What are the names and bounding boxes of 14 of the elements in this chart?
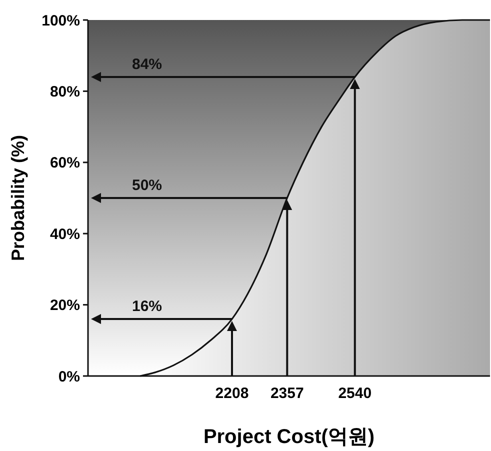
x-axis-title: Project Cost(억원)	[203, 426, 375, 448]
y-axis-title: Probability (%)	[8, 134, 28, 262]
y-tick-label: 40%	[50, 226, 80, 243]
y-tick-label: 80%	[50, 83, 80, 100]
y-tick-label: 60%	[50, 154, 80, 172]
x-tick-label: 2208	[215, 385, 249, 402]
ref-line-label: 16%	[132, 298, 162, 316]
y-tick-label: 20%	[50, 297, 80, 314]
x-tick-label: 2357	[270, 385, 304, 402]
ref-line-label: 84%	[132, 56, 162, 73]
x-tick-label: 2540	[338, 385, 372, 402]
y-tick-label: 0%	[58, 368, 80, 386]
y-tick-label: 100%	[42, 12, 80, 30]
ref-line-label: 50%	[132, 177, 162, 194]
